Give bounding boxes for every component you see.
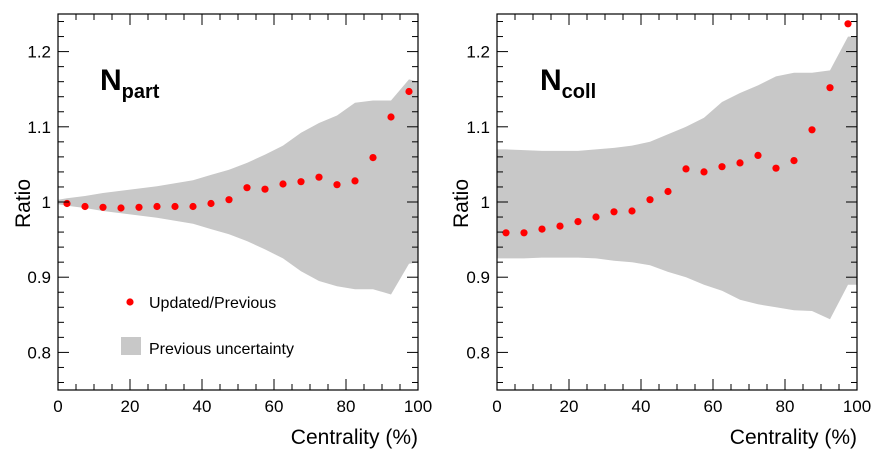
npart-data-point xyxy=(99,203,107,211)
ncoll-data-point xyxy=(610,208,618,216)
npart-y-tick-label: 1.2 xyxy=(27,43,51,62)
ncoll-y-tick-label: 0.8 xyxy=(466,343,490,362)
ncoll-data-point xyxy=(538,225,546,233)
npart-data-point xyxy=(387,113,395,121)
ncoll-x-tick-label: 20 xyxy=(560,397,579,416)
ncoll-data-point xyxy=(574,218,582,226)
legend: Updated/Previous Previous uncertainty xyxy=(121,295,294,358)
ncoll-y-tick-label: 1.2 xyxy=(466,43,490,62)
npart-axis-ticks xyxy=(57,14,419,390)
legend-band-swatch xyxy=(121,337,141,355)
npart-y-axis-title: Ratio xyxy=(12,179,35,228)
ncoll-data-point xyxy=(754,151,762,159)
npart-x-tick-label: 0 xyxy=(53,397,62,416)
ncoll-y-tick-label: 0.9 xyxy=(466,268,490,287)
npart-uncertainty-band xyxy=(58,79,418,295)
ncoll-band-layer xyxy=(497,36,857,320)
ncoll-x-axis-title: Centrality (%) xyxy=(730,426,857,449)
legend-point-swatch xyxy=(126,298,134,306)
ncoll-x-tick-label: 100 xyxy=(843,397,871,416)
npart-y-tick-label: 0.9 xyxy=(27,268,51,287)
npart-x-tick-label: 20 xyxy=(121,397,140,416)
npart-data-point xyxy=(63,199,71,208)
ncoll-data-point xyxy=(844,20,852,28)
npart-data-point xyxy=(315,173,323,181)
npart-x-tick-label: 80 xyxy=(337,397,356,416)
ncoll-axis-ticks xyxy=(496,14,858,390)
ncoll-data-point xyxy=(628,207,636,215)
npart-x-tick-label: 100 xyxy=(404,397,432,416)
npart-data-point xyxy=(153,202,161,211)
ncoll-data-point xyxy=(646,196,654,204)
ncoll-data-point xyxy=(808,126,816,134)
ncoll-data-point xyxy=(826,84,834,92)
npart-band-layer xyxy=(58,79,418,295)
npart-data-point xyxy=(369,154,377,162)
ncoll-data-point xyxy=(520,229,528,237)
ncoll-data-point xyxy=(790,157,798,165)
ncoll-data-point xyxy=(502,229,510,237)
ncoll-data-point xyxy=(736,159,744,167)
ncoll-y-tick-label: 1.1 xyxy=(466,118,490,137)
npart-panel-label: Npart xyxy=(100,64,160,103)
ncoll-panel: 0 20 40 60 80 100 0.8 0.9 1 1.1 1.2 Centrality (%… xyxy=(450,13,871,449)
ncoll-y-tick-label: 1 xyxy=(481,193,490,212)
npart-data-point xyxy=(279,180,287,188)
npart-panel: 0 20 40 60 80 100 0.8 0.9 1 1.1 1.2 Centrality (%… xyxy=(12,13,432,449)
ncoll-x-tick-label: 80 xyxy=(776,397,795,416)
ncoll-uncertainty-band xyxy=(497,36,857,320)
npart-data-point xyxy=(81,202,89,211)
npart-data-point xyxy=(243,184,251,192)
legend-updated-label: Updated/Previous xyxy=(149,295,276,312)
ncoll-data-point xyxy=(700,168,708,176)
ncoll-data-point xyxy=(556,222,564,230)
ncoll-data-point xyxy=(772,164,780,172)
ncoll-y-axis-title: Ratio xyxy=(450,179,473,228)
npart-label-main: N xyxy=(100,64,122,97)
ncoll-x-tick-label: 0 xyxy=(492,397,501,416)
npart-y-tick-labels: 0.8 0.9 1 1.1 1.2 xyxy=(27,43,51,363)
legend-uncertainty-label: Previous uncertainty xyxy=(149,341,294,358)
npart-data-point xyxy=(405,87,413,96)
npart-x-tick-label: 40 xyxy=(193,397,212,416)
npart-data-point xyxy=(171,202,179,211)
npart-data-point xyxy=(297,178,305,186)
npart-data-point xyxy=(351,177,359,185)
ncoll-panel-label: Ncoll xyxy=(540,64,596,103)
ncoll-label-sub: coll xyxy=(562,81,596,103)
ncoll-points-layer xyxy=(502,20,852,237)
npart-x-tick-labels: 0 20 40 60 80 100 xyxy=(53,397,432,416)
ncoll-data-point xyxy=(718,163,726,171)
npart-data-point xyxy=(117,204,125,212)
npart-x-tick-label: 60 xyxy=(265,397,284,416)
npart-data-point xyxy=(189,202,197,211)
npart-y-tick-label: 1 xyxy=(42,193,51,212)
ncoll-data-point xyxy=(682,165,690,173)
npart-data-point xyxy=(261,185,269,193)
ncoll-y-tick-labels: 0.8 0.9 1 1.1 1.2 xyxy=(466,43,490,363)
ncoll-label-main: N xyxy=(540,64,562,97)
npart-y-tick-label: 0.8 xyxy=(27,343,51,362)
ncoll-x-tick-labels: 0 20 40 60 80 100 xyxy=(492,397,871,416)
npart-y-tick-label: 1.1 xyxy=(27,118,51,137)
ncoll-data-point xyxy=(664,187,672,196)
ncoll-data-point xyxy=(592,213,600,221)
npart-data-point xyxy=(207,199,215,208)
npart-data-point xyxy=(333,181,341,189)
npart-data-point xyxy=(135,203,143,211)
ncoll-x-tick-label: 60 xyxy=(704,397,723,416)
npart-data-point xyxy=(225,196,233,204)
npart-points-layer xyxy=(63,87,413,212)
npart-x-axis-title: Centrality (%) xyxy=(291,426,418,449)
ncoll-x-tick-label: 40 xyxy=(632,397,651,416)
npart-label-sub: part xyxy=(122,81,160,103)
